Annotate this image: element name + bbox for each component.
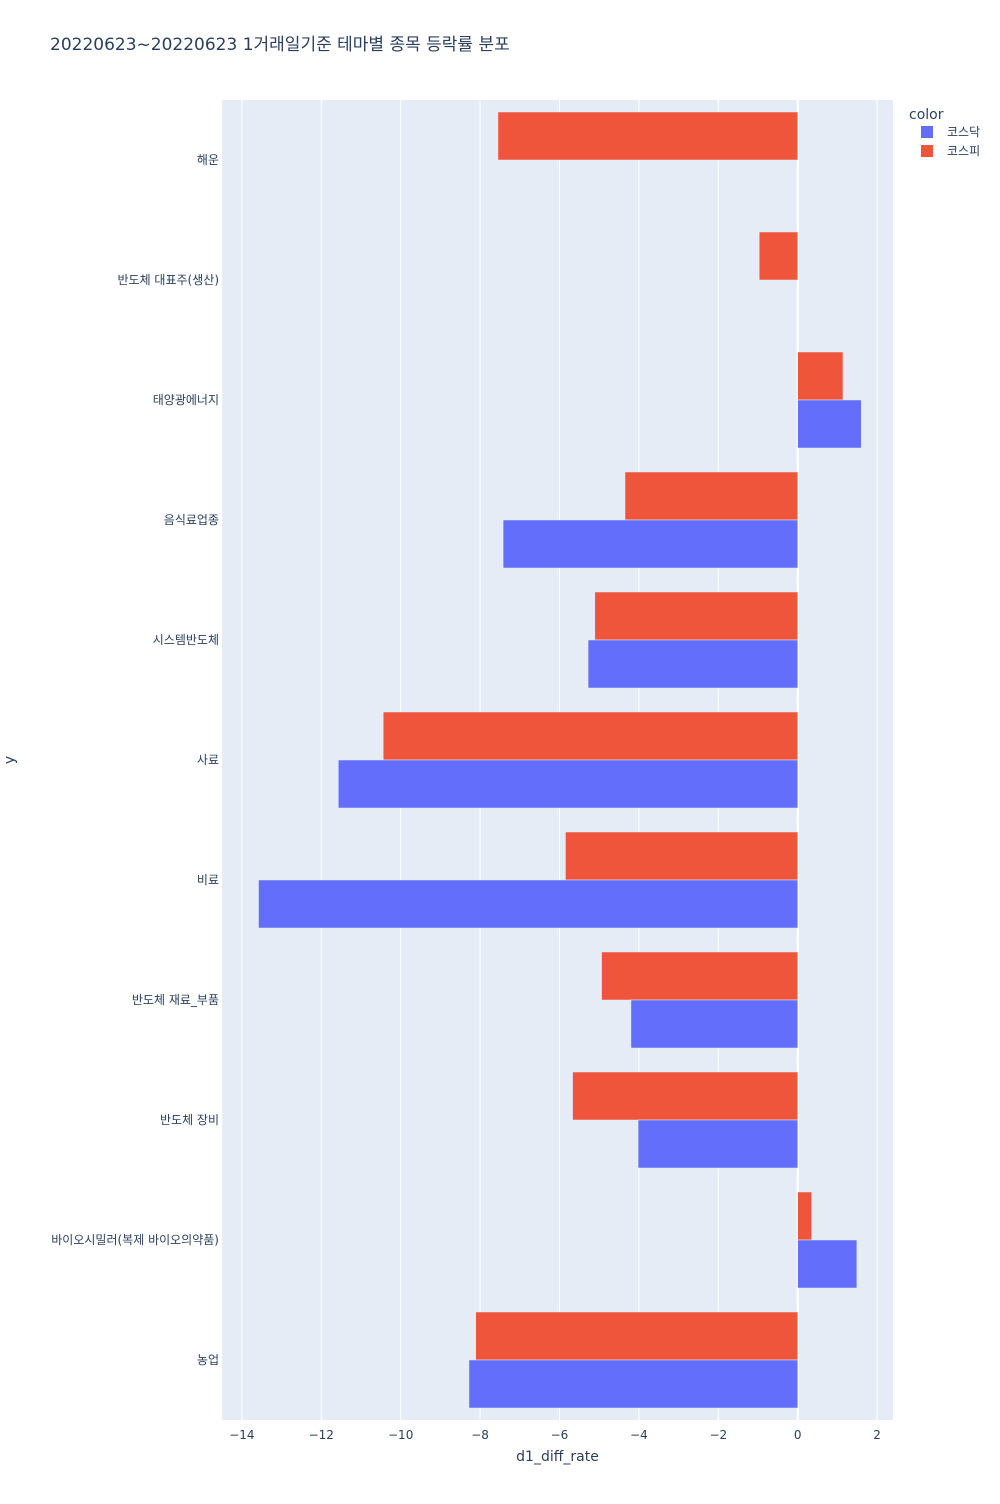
bar-kospi[interactable] [624, 471, 798, 521]
y-tick-label: 시스템반도체 [153, 633, 219, 647]
chart-title: 20220623~20220623 1거래일기준 테마별 종목 등락률 분포 [50, 35, 510, 55]
bar-kospi[interactable] [797, 351, 844, 401]
bar-kospi[interactable] [565, 831, 798, 881]
x-tick-label: −10 [388, 1428, 413, 1442]
bar-kospi[interactable] [797, 1191, 812, 1241]
y-tick-label: 사료 [197, 753, 219, 767]
bars[interactable] [258, 111, 862, 1409]
bar-kosdaq[interactable] [258, 879, 798, 929]
legend-label[interactable]: 코스피 [947, 144, 980, 158]
bar-kospi[interactable] [758, 231, 798, 281]
bar-kospi[interactable] [601, 951, 798, 1001]
bar-kospi[interactable] [475, 1311, 798, 1361]
x-tick-label: −4 [630, 1428, 648, 1442]
x-tick-label: −14 [229, 1428, 254, 1442]
y-tick-label: 반도체 장비 [160, 1113, 219, 1127]
y-tick-label: 비료 [197, 873, 219, 887]
bar-kospi[interactable] [497, 111, 798, 161]
x-tick-label: 2 [873, 1428, 881, 1442]
x-tick-label: −8 [471, 1428, 489, 1442]
bar-kosdaq[interactable] [797, 1239, 858, 1289]
y-tick-label: 반도체 재료_부품 [132, 993, 219, 1007]
x-tick-label: −2 [709, 1428, 727, 1442]
legend-title: color [909, 107, 944, 123]
y-tick-label: 해운 [197, 153, 219, 167]
bar-kospi[interactable] [594, 591, 798, 641]
y-tick-label: 태양광에너지 [153, 393, 219, 407]
y-tick-label: 음식료업종 [164, 513, 219, 527]
y-axis-title: y [2, 756, 18, 764]
bar-kosdaq[interactable] [502, 519, 798, 569]
y-tick-label: 바이오시밀러(복제 바이오의약품) [51, 1232, 219, 1247]
x-tick-label: −6 [551, 1428, 569, 1442]
y-tick-label: 농업 [197, 1353, 219, 1367]
legend-swatch[interactable] [921, 145, 933, 157]
x-tick-label: 0 [794, 1428, 802, 1442]
x-tick-label: −12 [309, 1428, 334, 1442]
bar-kosdaq[interactable] [338, 759, 798, 809]
x-axis-ticks: −14 −12 −10 −8 −6 −4 −2 0 2 [229, 1428, 881, 1442]
bar-kosdaq[interactable] [630, 999, 798, 1049]
bar-kosdaq[interactable] [637, 1119, 798, 1169]
bar-kospi[interactable] [382, 711, 798, 761]
x-axis-title: d1_diff_rate [516, 1449, 599, 1465]
bar-kospi[interactable] [572, 1071, 798, 1121]
legend-label[interactable]: 코스닥 [947, 125, 980, 139]
bar-kosdaq[interactable] [587, 639, 798, 689]
legend-swatch[interactable] [921, 126, 933, 138]
y-tick-label: 반도체 대표주(생산) [118, 273, 220, 287]
bar-kosdaq[interactable] [468, 1359, 798, 1409]
bar-kosdaq[interactable] [797, 399, 862, 449]
